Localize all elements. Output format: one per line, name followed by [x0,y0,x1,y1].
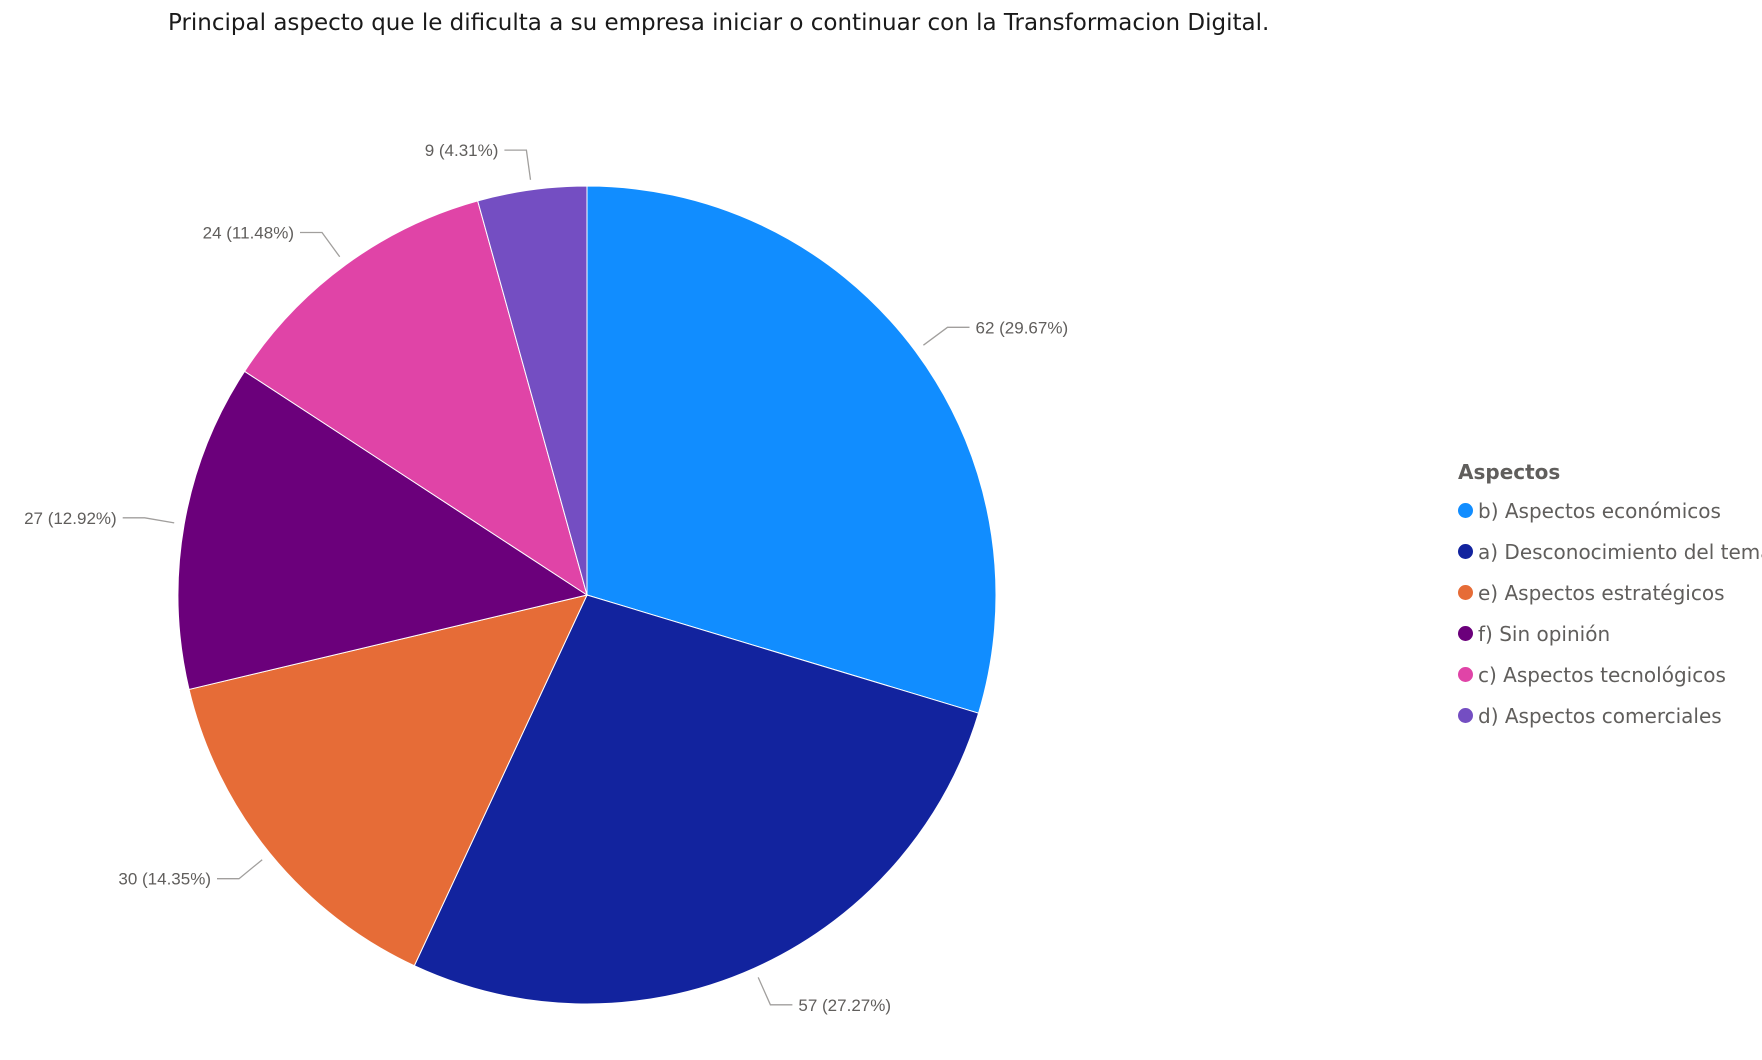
pie-slices [177,185,997,1005]
legend-dot-icon [1458,544,1473,559]
data-labels: 62 (29.67%) 57 (27.27%) 30 (14.35%) 27 (12.… [24,141,1068,1015]
legend-item-3[interactable]: e) Aspectos estratégicos [1458,572,1762,613]
data-label-2: 57 (27.27%) [798,996,891,1015]
legend-label: c) Aspectos tecnológicos [1478,662,1726,687]
legend-item-4[interactable]: f) Sin opinión [1458,613,1762,654]
leader-line-4 [122,517,175,524]
legend-item-6[interactable]: d) Aspectos comerciales [1458,695,1762,736]
legend-dot-icon [1458,503,1473,518]
legend-title: Aspectos [1458,460,1561,484]
legend-label: b) Aspectos económicos [1478,498,1721,523]
legend-dot-icon [1458,585,1473,600]
pie-slice-1[interactable] [586,185,997,714]
legend-dot-icon [1458,667,1473,682]
leader-line-2 [757,977,793,1006]
legend-item-2[interactable]: a) Desconocimiento del tema [1458,531,1762,572]
legend-dot-icon [1458,626,1473,641]
legend-item-5[interactable]: c) Aspectos tecnológicos [1458,654,1762,695]
leader-line-1 [923,326,970,346]
leader-line-5 [300,231,341,258]
leader-lines [122,149,970,1006]
data-label-6: 9 (4.31%) [425,141,499,160]
chart-title: Principal aspecto que le dificulta a su … [168,10,1270,36]
leader-line-6 [504,149,532,180]
legend-label: d) Aspectos comerciales [1478,703,1722,728]
legend-label: f) Sin opinión [1478,621,1611,646]
data-label-4: 27 (12.92%) [24,509,117,528]
pie-slice-2[interactable] [413,594,980,1005]
legend-dot-icon [1458,708,1473,723]
leader-line-3 [217,859,263,880]
data-label-1: 62 (29.67%) [976,318,1069,337]
legend-label: a) Desconocimiento del tema [1478,539,1762,564]
legend-items: b) Aspectos económicos a) Desconocimiento… [1458,490,1762,736]
pie-slice-3[interactable] [188,594,588,967]
legend: Aspectos b) Aspectos económicos a) Descon… [1458,460,1762,736]
data-label-3: 30 (14.35%) [118,870,211,889]
pie-slice-4[interactable] [177,370,589,691]
legend-item-1[interactable]: b) Aspectos económicos [1458,490,1762,531]
legend-label: e) Aspectos estratégicos [1478,580,1725,605]
pie-slice-5[interactable] [243,200,588,597]
pie-slice-6[interactable] [477,185,588,596]
data-label-5: 24 (11.48%) [203,224,294,243]
